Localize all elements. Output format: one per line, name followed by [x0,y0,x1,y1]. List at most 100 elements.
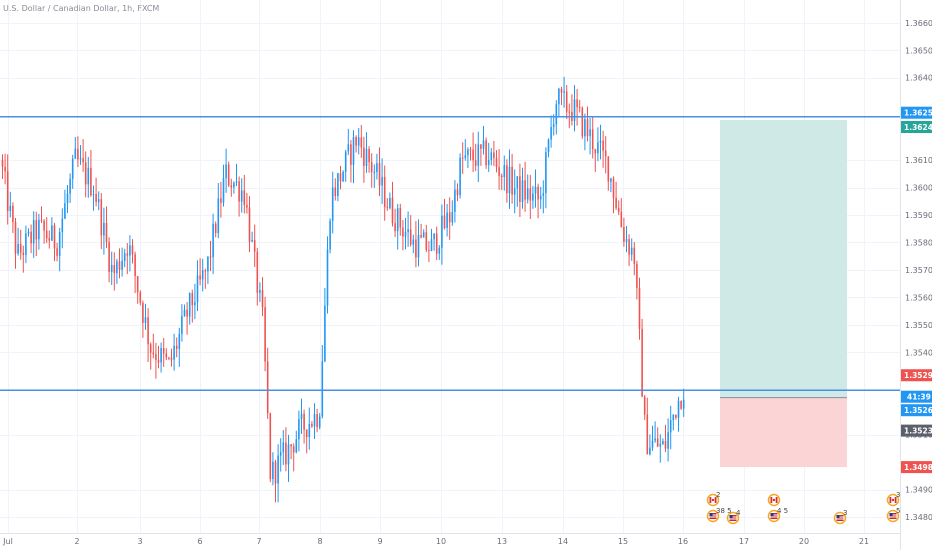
candle [331,171,334,234]
candle [84,151,87,198]
target-zone[interactable] [720,120,847,398]
candle [58,227,61,272]
candle [630,238,633,261]
price-label: 1.36258 [901,106,932,119]
time-tick-label: 10 [436,537,446,546]
time-tick-label: 14 [558,537,568,546]
canada-flag-icon[interactable] [767,493,781,507]
candle [513,169,516,214]
candle [381,158,383,204]
candle [64,189,66,220]
candle [617,200,620,215]
candle [246,193,248,214]
candle [498,149,500,190]
event-count: 3 [843,509,847,517]
long-position-tool[interactable] [720,120,847,468]
candle [599,124,602,160]
candle [607,156,610,191]
candle [399,203,402,236]
candle [48,230,51,249]
candle [669,405,672,450]
price-axis[interactable]: 1.36600 1.36500 1.36400 1.36100 1.36000 1.359… [905,19,932,522]
candle [428,241,430,263]
candle [589,117,591,155]
price-label: 1.34982 [901,461,932,474]
us-flag-icon[interactable]: 3 [833,509,848,525]
candle [581,106,584,139]
event-count: 2 [716,491,720,499]
candle [477,131,480,183]
candle [446,203,448,237]
candle [147,308,149,362]
time-tick-label: 16 [678,537,688,546]
candle [451,200,454,226]
candle [519,163,521,217]
candle [394,208,396,237]
candle [407,211,409,247]
candle [547,138,550,158]
candle [378,147,381,197]
candle [454,180,456,223]
canada-flag-icon[interactable]: 3 [886,491,901,507]
event-count: 4 [736,509,741,517]
candle [274,459,277,503]
price-tick-label: 1.34800 [905,513,932,522]
candle [25,225,27,264]
event-count: 3 [896,491,900,499]
candle [269,412,272,483]
event-count: 38 5 [716,507,732,515]
candle [490,148,493,166]
candle [503,155,506,191]
candle [131,239,134,264]
candle [204,268,207,289]
candle [433,233,435,251]
candle [116,258,118,284]
candle [152,333,155,359]
stop-zone[interactable] [720,397,847,468]
price-tick-label: 1.36100 [905,156,932,165]
candle [344,149,347,182]
candle [420,223,422,239]
candle [604,136,607,174]
candle [383,165,386,221]
price-label: 1.36246 [901,121,932,134]
candle [79,145,82,165]
us-flag-icon[interactable]: 4 5 [767,507,789,523]
candle [35,211,38,257]
price-tick-label: 1.35600 [905,293,932,302]
candle [664,424,667,453]
candle [248,196,251,253]
candle [217,183,220,239]
candle [82,139,84,172]
us-flag-icon[interactable]: 38 5 [706,507,732,523]
candle [233,181,235,194]
candle [675,414,677,420]
svg-text:1.34982: 1.34982 [904,463,932,472]
candle [578,99,581,113]
canada-flag-icon[interactable]: 2 [706,491,721,507]
candle [214,221,217,238]
event-count: 4 5 [777,507,788,515]
candle [682,388,685,417]
candle [126,243,129,275]
candle [173,333,175,371]
candle [573,85,576,132]
candle [225,148,227,193]
economic-events[interactable]: 2 38 5 4 4 5 3 3 5 [706,491,901,525]
candle [220,181,222,218]
candle [4,153,6,185]
horizontal-lines[interactable] [0,115,900,391]
us-flag-icon[interactable]: 5 [886,507,901,523]
time-axis[interactable]: Jul 2 3 6 7 8 9 10 13 14 15 16 17 20 21 [2,537,869,546]
candle [422,229,425,238]
us-flag-icon[interactable]: 4 [726,509,742,525]
candle [568,103,571,129]
candle [542,180,545,214]
candle [511,153,513,204]
candle [155,342,157,379]
candle [326,236,329,314]
candle [500,173,503,190]
candle [402,219,404,251]
